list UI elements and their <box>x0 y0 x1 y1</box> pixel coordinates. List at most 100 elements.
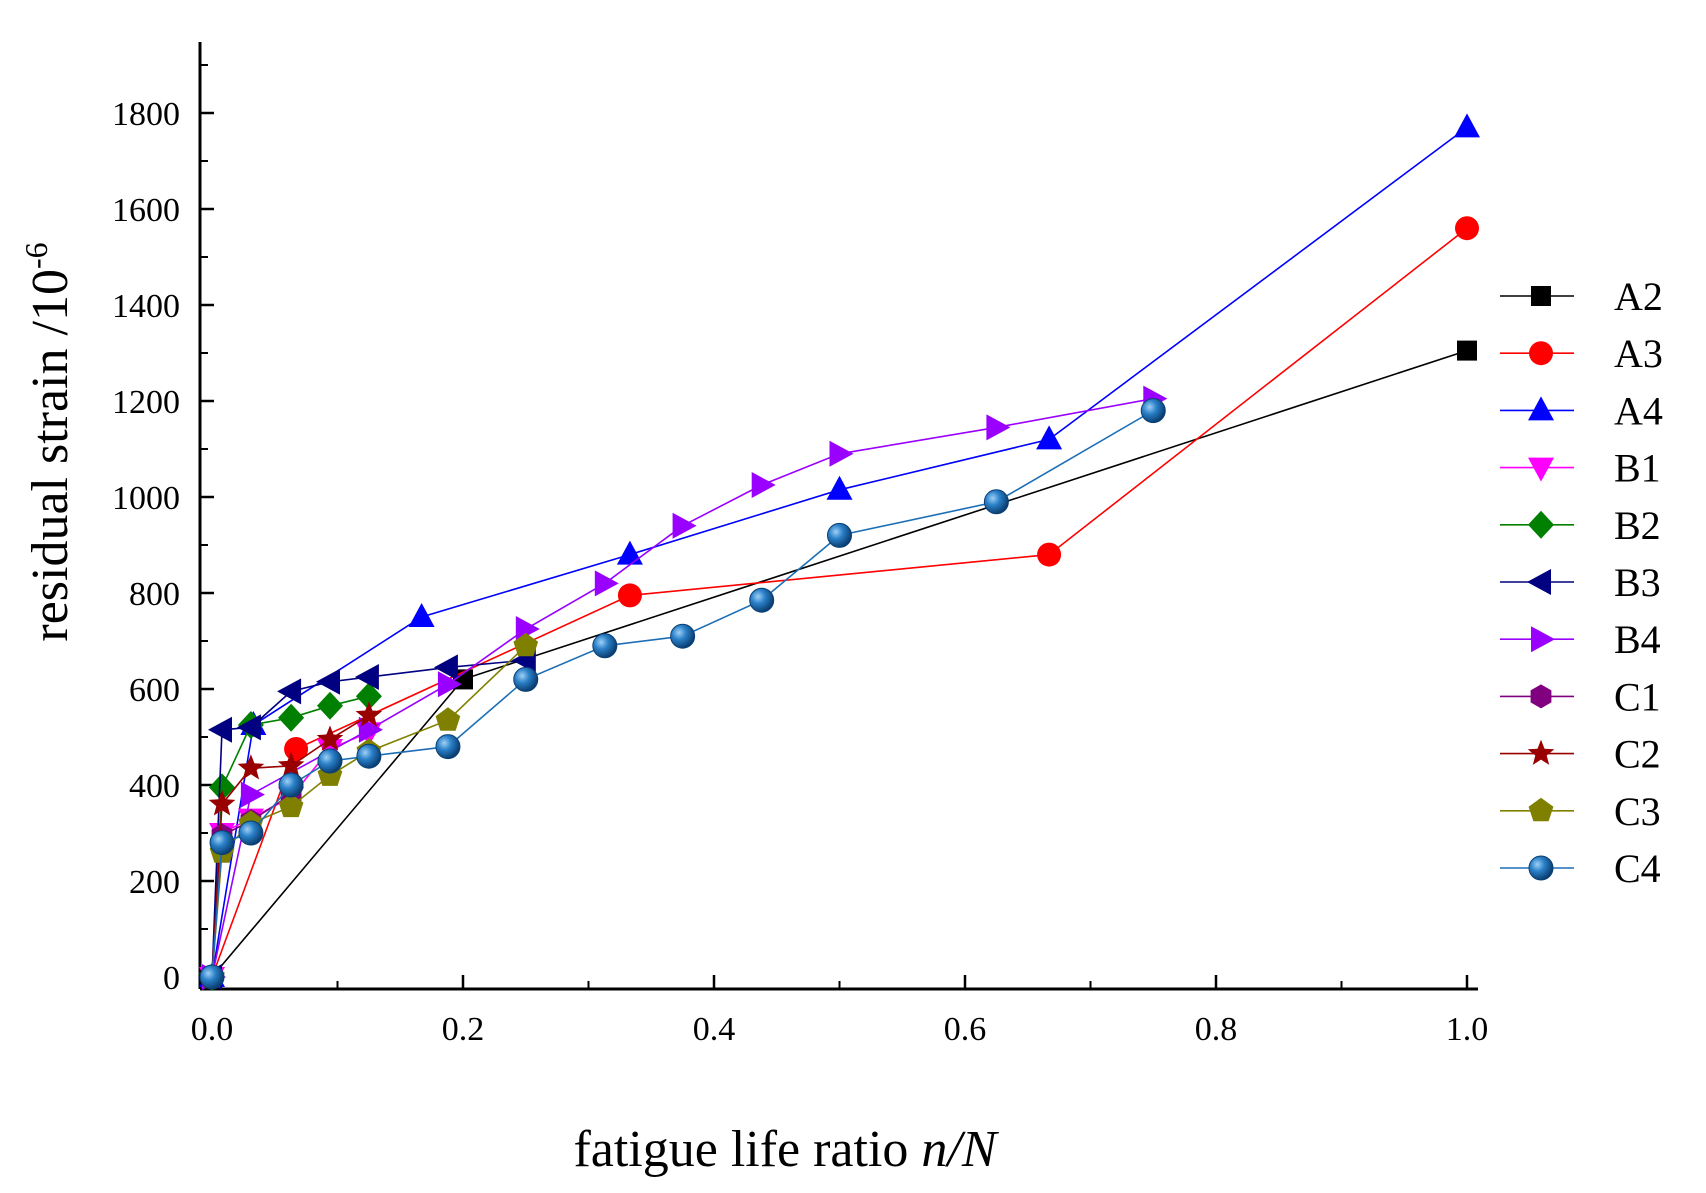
y-tick-label: 1600 <box>112 192 180 229</box>
data-point-c4 <box>827 522 852 548</box>
legend-item-b4: B4 <box>1500 617 1661 662</box>
series-line-a4 <box>211 126 1468 978</box>
legend-label-c2: C2 <box>1614 732 1661 777</box>
legend-label-b1: B1 <box>1614 446 1661 491</box>
data-point-b2 <box>209 773 235 802</box>
legend-label-b3: B3 <box>1614 560 1661 605</box>
data-point-b4 <box>672 512 697 539</box>
data-point-c3 <box>513 632 539 657</box>
data-point-a3 <box>1037 542 1062 567</box>
data-point-c2 <box>237 754 265 780</box>
legend-label-a4: A4 <box>1614 388 1663 433</box>
axes: 0 200 400 600 800 1000 1200 1400 1600 1800 0.0 0.2 0… <box>112 42 1488 1048</box>
y-tick-label: 600 <box>129 672 180 709</box>
data-point-c4 <box>199 964 225 990</box>
data-point-a2 <box>1457 340 1477 361</box>
legend-label-c4: C4 <box>1614 846 1661 891</box>
data-point-c2 <box>208 790 236 816</box>
legend-marker-a3 <box>1529 341 1553 366</box>
data-point-b4 <box>437 671 462 698</box>
legend-item-a4: A4 <box>1500 388 1663 433</box>
legend-item-b2: B2 <box>1500 503 1661 548</box>
series-c4 <box>199 398 1166 990</box>
data-point-c4 <box>983 489 1009 515</box>
data-point-b4 <box>829 440 854 467</box>
legend-marker-c1 <box>1530 684 1552 709</box>
data-point-c4 <box>513 666 539 692</box>
legend-marker-a2 <box>1531 286 1551 306</box>
legend-marker-b3 <box>1527 569 1551 595</box>
data-point-c4 <box>749 587 775 613</box>
x-tick-label: 0.2 <box>442 1011 485 1048</box>
data-point-c4 <box>209 830 235 856</box>
y-tick-label: 1400 <box>112 288 180 325</box>
series-line-b4 <box>211 397 1154 978</box>
series-a4 <box>199 113 1480 987</box>
legend-marker-b4 <box>1531 626 1555 653</box>
data-point-c2 <box>316 725 344 751</box>
y-tick-label: 1200 <box>112 384 180 421</box>
legend-label-a3: A3 <box>1614 331 1663 376</box>
series-b4 <box>202 385 1168 990</box>
axis-titles: fatigue life ratio n/N residual strain /… <box>18 242 1000 1178</box>
data-point-a3 <box>1455 216 1479 241</box>
data-point-c2 <box>277 751 305 778</box>
data-point-a3 <box>617 583 642 608</box>
legend-marker-c4 <box>1528 855 1554 881</box>
x-axis-title: fatigue life ratio n/N <box>573 1121 999 1178</box>
data-point-b3 <box>316 668 340 695</box>
y-tick-label: 400 <box>129 768 180 805</box>
legend: A2 A3 A4 B1 B2 B3 B4 C1 C2 C3 C4 <box>1500 274 1663 891</box>
series-layer <box>198 113 1480 991</box>
data-point-b4 <box>594 570 619 597</box>
legend-marker-a4 <box>1528 396 1554 421</box>
x-tick-label: 0.4 <box>693 1011 736 1048</box>
legend-item-c1: C1 <box>1500 674 1661 719</box>
data-point-c3 <box>278 793 304 818</box>
legend-marker-b1 <box>1528 457 1554 482</box>
legend-item-c4: C4 <box>1500 846 1661 891</box>
x-tick-label: 0.8 <box>1195 1011 1238 1048</box>
data-point-b2 <box>278 703 305 732</box>
data-point-c4 <box>356 743 382 769</box>
series-a3 <box>200 216 1479 989</box>
data-point-c4 <box>435 734 461 760</box>
series-a2 <box>202 340 1477 987</box>
data-point-a4 <box>1036 425 1063 450</box>
x-tick-label: 0.0 <box>191 1011 234 1048</box>
legend-label-a2: A2 <box>1614 274 1663 319</box>
data-point-a4 <box>616 540 643 565</box>
x-tick-label: 0.6 <box>944 1011 987 1048</box>
y-tick-label: 0 <box>163 960 180 997</box>
data-point-a4 <box>826 475 853 500</box>
data-point-a4 <box>408 603 435 627</box>
data-point-c2 <box>355 701 383 727</box>
data-point-b3 <box>433 654 458 681</box>
data-point-b4 <box>986 414 1011 441</box>
data-point-c4 <box>238 820 264 846</box>
series-line-a2 <box>211 349 1468 978</box>
legend-item-a2: A2 <box>1500 274 1663 319</box>
legend-marker-c2 <box>1527 739 1555 765</box>
legend-marker-b2 <box>1528 510 1554 539</box>
data-point-a4 <box>1454 113 1480 138</box>
data-point-b4 <box>515 616 540 642</box>
series-line-c4 <box>211 409 1154 978</box>
y-tick-label: 1000 <box>112 480 180 517</box>
legend-label-c3: C3 <box>1614 789 1661 834</box>
data-point-c4 <box>278 772 304 798</box>
series-line-a3 <box>211 227 1468 978</box>
data-point-c3 <box>435 707 461 731</box>
data-point-c4 <box>670 623 696 649</box>
data-point-b3 <box>354 664 379 690</box>
y-tick-label: 200 <box>129 864 180 901</box>
data-point-c4 <box>1140 398 1166 424</box>
y-tick-label: 800 <box>129 576 180 613</box>
legend-marker-c3 <box>1528 797 1554 822</box>
y-axis-title: residual strain /10-6 <box>18 242 79 641</box>
legend-label-b2: B2 <box>1614 503 1661 548</box>
x-tick-label: 1.0 <box>1446 1011 1489 1048</box>
legend-item-c2: C2 <box>1500 732 1661 777</box>
data-point-b3 <box>236 714 261 741</box>
